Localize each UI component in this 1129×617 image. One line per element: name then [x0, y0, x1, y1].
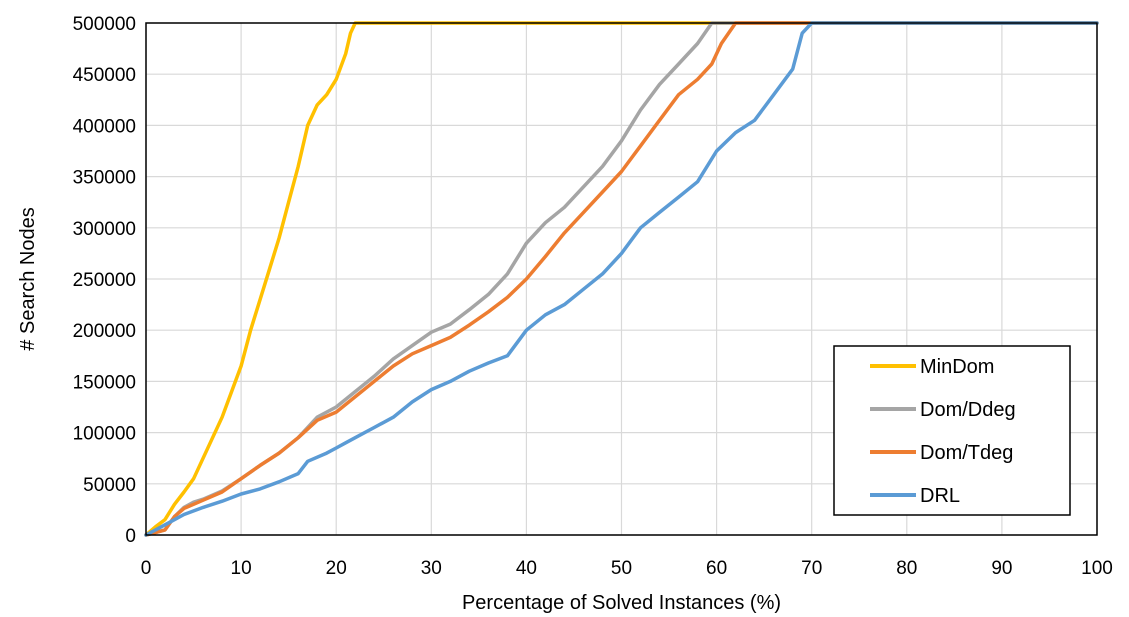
- y-tick-labels: 0 50000 100000 150000 200000 250000 300000 3500…: [73, 14, 136, 547]
- legend-label-dom-ddeg: Dom/Ddeg: [920, 399, 1016, 421]
- y-tick-label-6: 300000: [73, 219, 136, 240]
- legend: MinDom Dom/Ddeg Dom/Tdeg DRL: [833, 345, 1071, 516]
- x-tick-label-2: 20: [326, 558, 347, 579]
- y-tick-label-1: 50000: [83, 475, 136, 496]
- y-tick-label-3: 150000: [73, 372, 136, 393]
- y-tick-label-0: 0: [125, 526, 136, 547]
- legend-label-mindom: MinDom: [920, 356, 994, 378]
- x-tick-label-7: 70: [801, 558, 822, 579]
- x-tick-label-3: 30: [421, 558, 442, 579]
- plot-frame: [145, 22, 1098, 536]
- x-axis-title: Percentage of Solved Instances (%): [462, 592, 781, 614]
- legend-label-drl: DRL: [920, 485, 960, 507]
- series-line-dom-tdeg: [144, 21, 1099, 537]
- y-tick-label-4: 200000: [73, 321, 136, 342]
- y-tick-label-7: 350000: [73, 168, 136, 189]
- x-tick-label-5: 50: [611, 558, 632, 579]
- x-tick-label-9: 90: [991, 558, 1012, 579]
- y-tick-label-2: 100000: [73, 424, 136, 445]
- y-tick-label-9: 450000: [73, 65, 136, 86]
- y-axis-title: # Search Nodes: [17, 207, 39, 350]
- x-tick-label-4: 40: [516, 558, 537, 579]
- legend-label-dom-tdeg: Dom/Tdeg: [920, 442, 1013, 464]
- legend-box: [833, 345, 1071, 516]
- x-tick-labels: 0 10 20 30 40 50 60 70 80 90 100: [141, 558, 1113, 579]
- y-tick-label-8: 400000: [73, 116, 136, 137]
- x-tick-label-6: 60: [706, 558, 727, 579]
- x-tick-label-10: 100: [1081, 558, 1113, 579]
- y-tick-label-10: 500000: [73, 14, 136, 35]
- series-line-mindom: [144, 21, 1099, 537]
- x-tick-label-8: 80: [896, 558, 917, 579]
- series-line-drl: [144, 21, 1099, 537]
- x-tick-label-0: 0: [141, 558, 152, 579]
- x-tick-label-1: 10: [231, 558, 252, 579]
- y-tick-label-5: 250000: [73, 270, 136, 291]
- series-lines: [144, 21, 1099, 537]
